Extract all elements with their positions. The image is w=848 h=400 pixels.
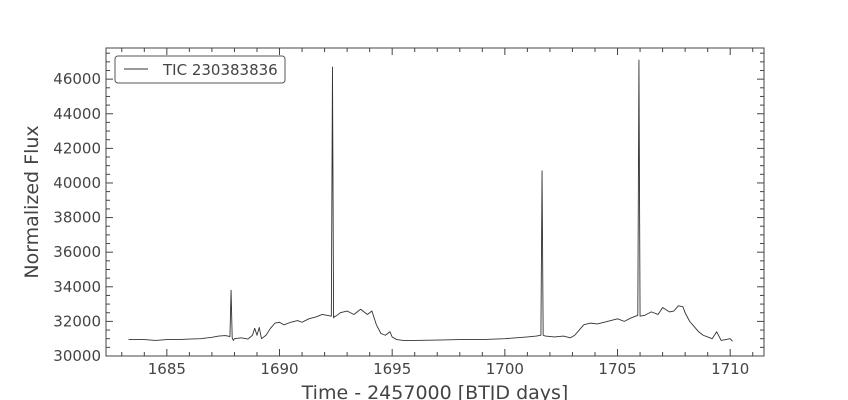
x-axis-minor-ticks [121,48,754,356]
y-tick-label: 32000 [53,312,101,330]
y-tick-label: 42000 [53,139,101,157]
y-tick-label: 44000 [53,105,101,123]
x-tick-label: 1705 [598,360,636,378]
x-tick-label: 1700 [486,360,524,378]
x-axis-ticks [166,48,731,356]
plot-frame [105,47,765,357]
x-axis-title: Time - 2457000 [BTJD days] [301,382,569,400]
y-axis-tick-labels: 30000 32000 34000 36000 38000 40000 42000 44000… [53,70,101,365]
y-tick-label: 34000 [53,278,101,296]
y-tick-label: 46000 [53,70,101,88]
x-tick-label: 1695 [373,360,411,378]
legend: TIC 230383836 [114,55,286,84]
legend-box [114,55,286,84]
x-axis-tick-labels: 1685 1690 1695 1700 1705 1710 [148,360,750,378]
y-tick-label: 30000 [53,347,101,365]
y-tick-label: 38000 [53,209,101,227]
y-axis-ticks [106,78,764,357]
flux-series-line [128,59,733,342]
y-axis-minor-ticks [106,52,764,348]
x-tick-label: 1690 [260,360,298,378]
legend-label: TIC 230383836 [162,61,278,79]
x-tick-label: 1685 [148,360,186,378]
y-tick-label: 36000 [53,243,101,261]
x-tick-label: 1710 [711,360,749,378]
y-tick-label: 40000 [53,174,101,192]
y-axis-title: Normalized Flux [21,125,43,278]
